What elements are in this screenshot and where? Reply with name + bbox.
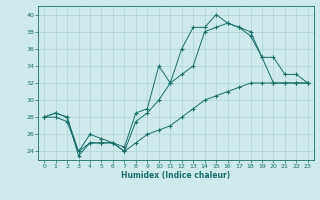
X-axis label: Humidex (Indice chaleur): Humidex (Indice chaleur) xyxy=(121,171,231,180)
